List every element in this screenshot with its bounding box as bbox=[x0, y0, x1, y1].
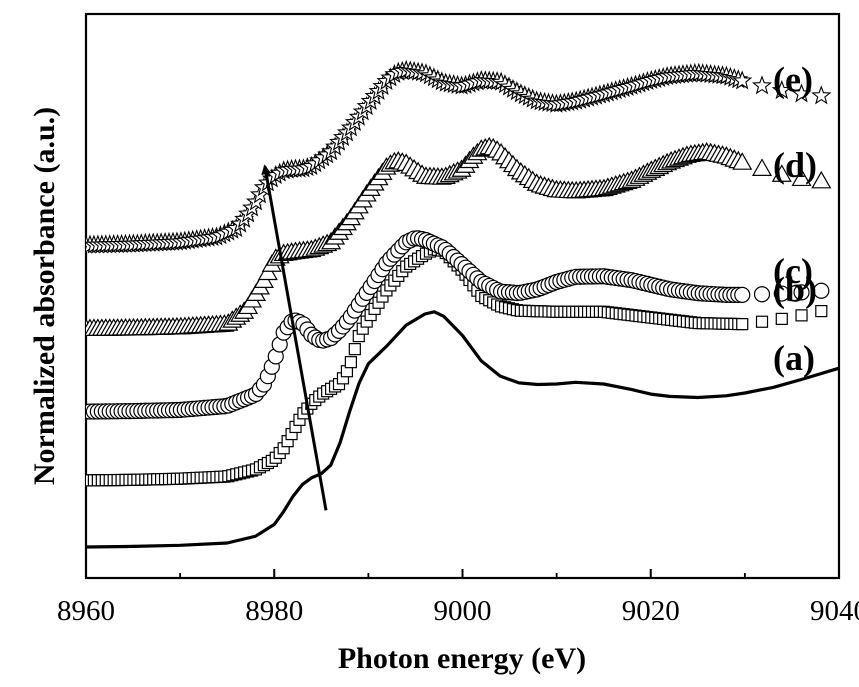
data-point bbox=[791, 83, 812, 103]
x-tick-label: 9040 bbox=[810, 595, 859, 627]
series-label: (a) bbox=[773, 338, 815, 378]
x-tick-label: 8980 bbox=[245, 595, 303, 627]
data-point bbox=[736, 318, 749, 331]
data-point bbox=[795, 309, 808, 322]
x-tick-label: 9020 bbox=[622, 595, 680, 627]
data-point bbox=[732, 152, 753, 170]
x-axis-title: Photon energy (eV) bbox=[338, 642, 586, 675]
data-point bbox=[811, 85, 832, 105]
series-layer bbox=[86, 59, 839, 549]
data-point bbox=[811, 170, 832, 189]
series-label: (d) bbox=[773, 145, 817, 185]
series-labels: (a) (b)(c) (d) (e) bbox=[773, 59, 817, 378]
series-1 bbox=[86, 243, 828, 487]
series-line bbox=[86, 310, 839, 549]
series-label: (b) bbox=[773, 269, 817, 309]
series-label: (e) bbox=[773, 59, 813, 99]
data-point bbox=[751, 158, 773, 176]
data-point bbox=[348, 343, 361, 356]
series-2 bbox=[86, 230, 830, 420]
data-point bbox=[815, 304, 828, 318]
data-point bbox=[775, 312, 788, 325]
annotation-layer bbox=[261, 164, 328, 511]
x-tick-label: 8960 bbox=[57, 595, 115, 627]
series-4 bbox=[86, 59, 832, 254]
series-0 bbox=[86, 310, 839, 549]
series-3 bbox=[86, 136, 832, 337]
data-point bbox=[771, 164, 792, 182]
series-label: (c) bbox=[773, 251, 813, 291]
data-point bbox=[771, 79, 792, 100]
data-point bbox=[753, 286, 771, 303]
data-point bbox=[793, 284, 810, 301]
data-point bbox=[734, 286, 751, 303]
data-point bbox=[791, 168, 812, 187]
annotation-arrow bbox=[261, 164, 328, 511]
x-tick-label: 9000 bbox=[434, 595, 492, 627]
data-point bbox=[813, 282, 830, 299]
y-axis-title: Normalized absorbance (a.u.) bbox=[28, 107, 61, 485]
data-point bbox=[344, 356, 357, 369]
data-point bbox=[755, 315, 769, 328]
data-point bbox=[773, 285, 790, 302]
x-axis: 8960 8980 9000 9020 9040 bbox=[57, 569, 859, 627]
data-point bbox=[732, 70, 753, 90]
data-point bbox=[751, 75, 773, 95]
